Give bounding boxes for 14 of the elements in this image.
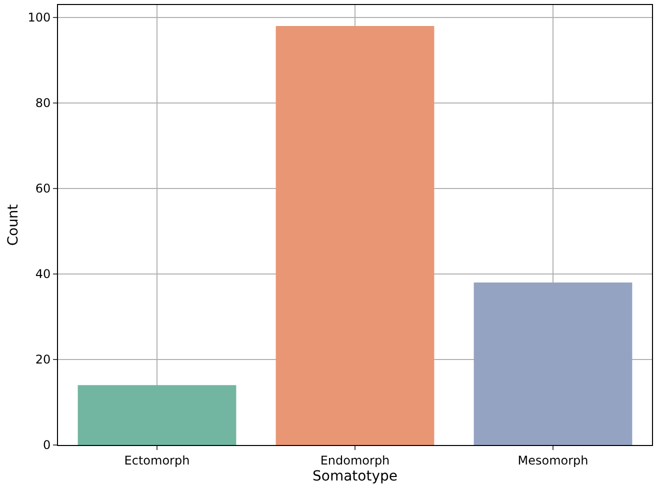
bar — [78, 385, 236, 445]
x-tick-label: Endomorph — [320, 453, 390, 468]
y-tick-label: 20 — [35, 352, 51, 367]
y-tick-label: 80 — [35, 96, 51, 110]
x-tick-label: Ectomorph — [124, 453, 190, 468]
x-tick-label: Mesomorph — [518, 453, 588, 468]
y-tick-label: 100 — [28, 10, 51, 25]
y-tick-label: 0 — [42, 438, 51, 452]
bar — [474, 282, 632, 445]
bar — [276, 26, 434, 445]
y-tick-label: 60 — [35, 182, 51, 196]
y-tick-label: 40 — [35, 267, 51, 282]
x-axis-title: Somatotype — [312, 468, 398, 485]
y-axis-title: Count — [5, 204, 22, 246]
